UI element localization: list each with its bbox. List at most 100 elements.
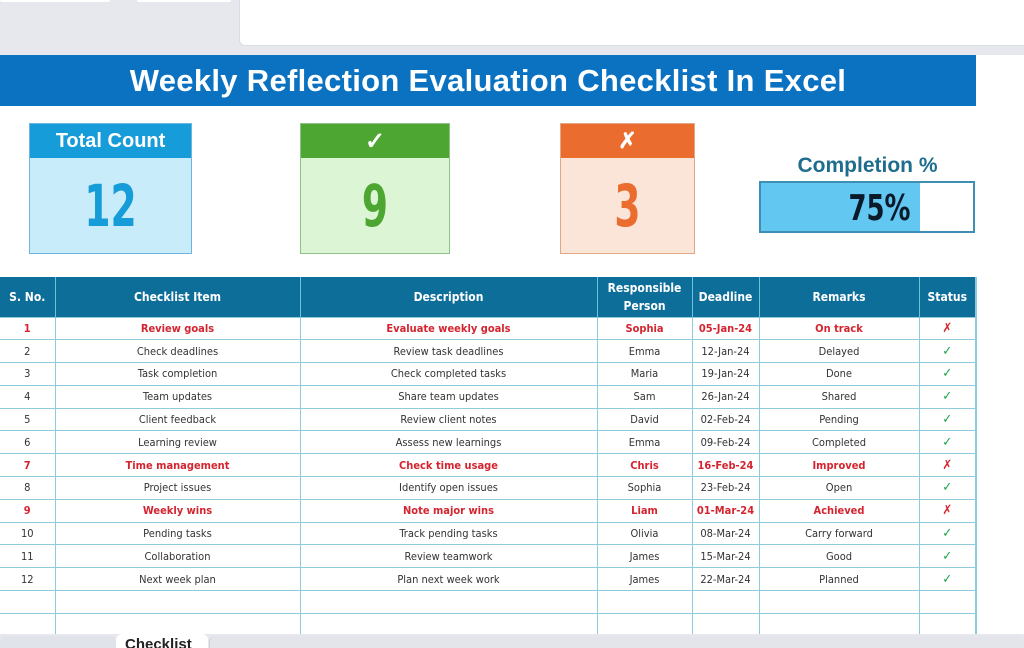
cell-remarks[interactable]: Carry forward [758,521,920,546]
cell-deadline[interactable]: 19-Jan-24 [691,362,760,386]
cell-deadline[interactable]: 23-Feb-24 [691,476,760,500]
cell-checklist-item[interactable]: Review goals [54,316,301,341]
cell-sno[interactable]: 5 [0,407,56,432]
cell-sno[interactable]: 1 [0,316,56,341]
check-icon[interactable]: ✓ [918,476,977,500]
cell-checklist-item[interactable]: Team updates [54,384,301,409]
sheet-tab-checklist[interactable]: Checklist [116,634,208,648]
cell-checklist-item[interactable]: Collaboration [54,544,301,569]
cell-responsible-person[interactable]: Sam [596,384,693,409]
empty-cell[interactable] [0,590,56,614]
cell-sno[interactable]: 10 [0,521,56,546]
cross-icon[interactable]: ✗ [918,498,977,523]
cell-remarks[interactable]: Completed [758,430,920,455]
check-icon[interactable]: ✓ [918,362,977,386]
empty-cell[interactable] [758,612,920,637]
cell-responsible-person[interactable]: Liam [596,498,693,523]
sheet-tab-next[interactable] [209,636,1024,648]
cell-remarks[interactable]: Improved [758,453,920,478]
check-icon[interactable]: ✓ [918,384,977,409]
cell-checklist-item[interactable]: Learning review [54,430,301,455]
cell-responsible-person[interactable]: James [596,544,693,569]
cell-checklist-item[interactable]: Time management [54,453,301,478]
cell-sno[interactable]: 4 [0,384,56,409]
cell-description[interactable]: Check time usage [299,453,598,478]
cell-checklist-item[interactable]: Client feedback [54,407,301,432]
cross-icon[interactable]: ✗ [918,316,977,341]
check-icon[interactable]: ✓ [918,430,977,455]
cell-responsible-person[interactable]: Emma [596,339,693,364]
cell-remarks[interactable]: Planned [758,567,920,592]
cell-description[interactable]: Assess new learnings [299,430,598,455]
cell-deadline[interactable]: 05-Jan-24 [691,316,760,341]
empty-cell[interactable] [299,612,598,637]
cell-remarks[interactable]: Achieved [758,498,920,523]
empty-cell[interactable] [0,612,56,637]
cell-responsible-person[interactable]: David [596,407,693,432]
header-responsible-person[interactable]: Responsible Person [596,277,693,317]
cell-deadline[interactable]: 26-Jan-24 [691,384,760,409]
cell-remarks[interactable]: Done [758,362,920,386]
cell-responsible-person[interactable]: Sophia [596,316,693,341]
empty-cell[interactable] [596,612,693,637]
top-tab-2[interactable] [137,0,231,2]
header-deadline[interactable]: Deadline [691,277,760,317]
cell-description[interactable]: Track pending tasks [299,521,598,546]
cell-remarks[interactable]: Open [758,476,920,500]
header-checklist-item[interactable]: Checklist Item [54,277,301,317]
cell-checklist-item[interactable]: Task completion [54,362,301,386]
cell-remarks[interactable]: Pending [758,407,920,432]
cell-responsible-person[interactable]: Sophia [596,476,693,500]
top-tab-1[interactable] [0,0,110,2]
empty-cell[interactable] [54,590,301,614]
check-icon[interactable]: ✓ [918,407,977,432]
cell-deadline[interactable]: 02-Feb-24 [691,407,760,432]
cell-sno[interactable]: 2 [0,339,56,364]
cell-deadline[interactable]: 12-Jan-24 [691,339,760,364]
cell-responsible-person[interactable]: Maria [596,362,693,386]
check-icon[interactable]: ✓ [918,544,977,569]
check-icon[interactable]: ✓ [918,521,977,546]
cell-description[interactable]: Share team updates [299,384,598,409]
cell-sno[interactable]: 6 [0,430,56,455]
cell-responsible-person[interactable]: James [596,567,693,592]
cell-remarks[interactable]: On track [758,316,920,341]
cell-description[interactable]: Evaluate weekly goals [299,316,598,341]
empty-cell[interactable] [918,590,977,614]
cell-description[interactable]: Review client notes [299,407,598,432]
cell-sno[interactable]: 11 [0,544,56,569]
empty-cell[interactable] [299,590,598,614]
cell-description[interactable]: Plan next week work [299,567,598,592]
cell-deadline[interactable]: 09-Feb-24 [691,430,760,455]
cell-description[interactable]: Review task deadlines [299,339,598,364]
cell-deadline[interactable]: 16-Feb-24 [691,453,760,478]
cell-description[interactable]: Identify open issues [299,476,598,500]
cell-sno[interactable]: 3 [0,362,56,386]
cell-remarks[interactable]: Delayed [758,339,920,364]
cell-checklist-item[interactable]: Next week plan [54,567,301,592]
cell-sno[interactable]: 8 [0,476,56,500]
empty-cell[interactable] [691,612,760,637]
empty-cell[interactable] [758,590,920,614]
cell-checklist-item[interactable]: Weekly wins [54,498,301,523]
cell-checklist-item[interactable]: Check deadlines [54,339,301,364]
cross-icon[interactable]: ✗ [918,453,977,478]
header-remarks[interactable]: Remarks [758,277,920,317]
cell-deadline[interactable]: 15-Mar-24 [691,544,760,569]
cell-deadline[interactable]: 01-Mar-24 [691,498,760,523]
empty-cell[interactable] [54,612,301,637]
cell-checklist-item[interactable]: Project issues [54,476,301,500]
cell-description[interactable]: Check completed tasks [299,362,598,386]
empty-cell[interactable] [596,590,693,614]
empty-cell[interactable] [918,612,977,637]
cell-sno[interactable]: 7 [0,453,56,478]
sheet-tab-previous[interactable] [0,636,116,648]
check-icon[interactable]: ✓ [918,567,977,592]
header-description[interactable]: Description [299,277,598,317]
cell-sno[interactable]: 12 [0,567,56,592]
cell-responsible-person[interactable]: Chris [596,453,693,478]
cell-remarks[interactable]: Good [758,544,920,569]
cell-remarks[interactable]: Shared [758,384,920,409]
cell-checklist-item[interactable]: Pending tasks [54,521,301,546]
cell-description[interactable]: Review teamwork [299,544,598,569]
